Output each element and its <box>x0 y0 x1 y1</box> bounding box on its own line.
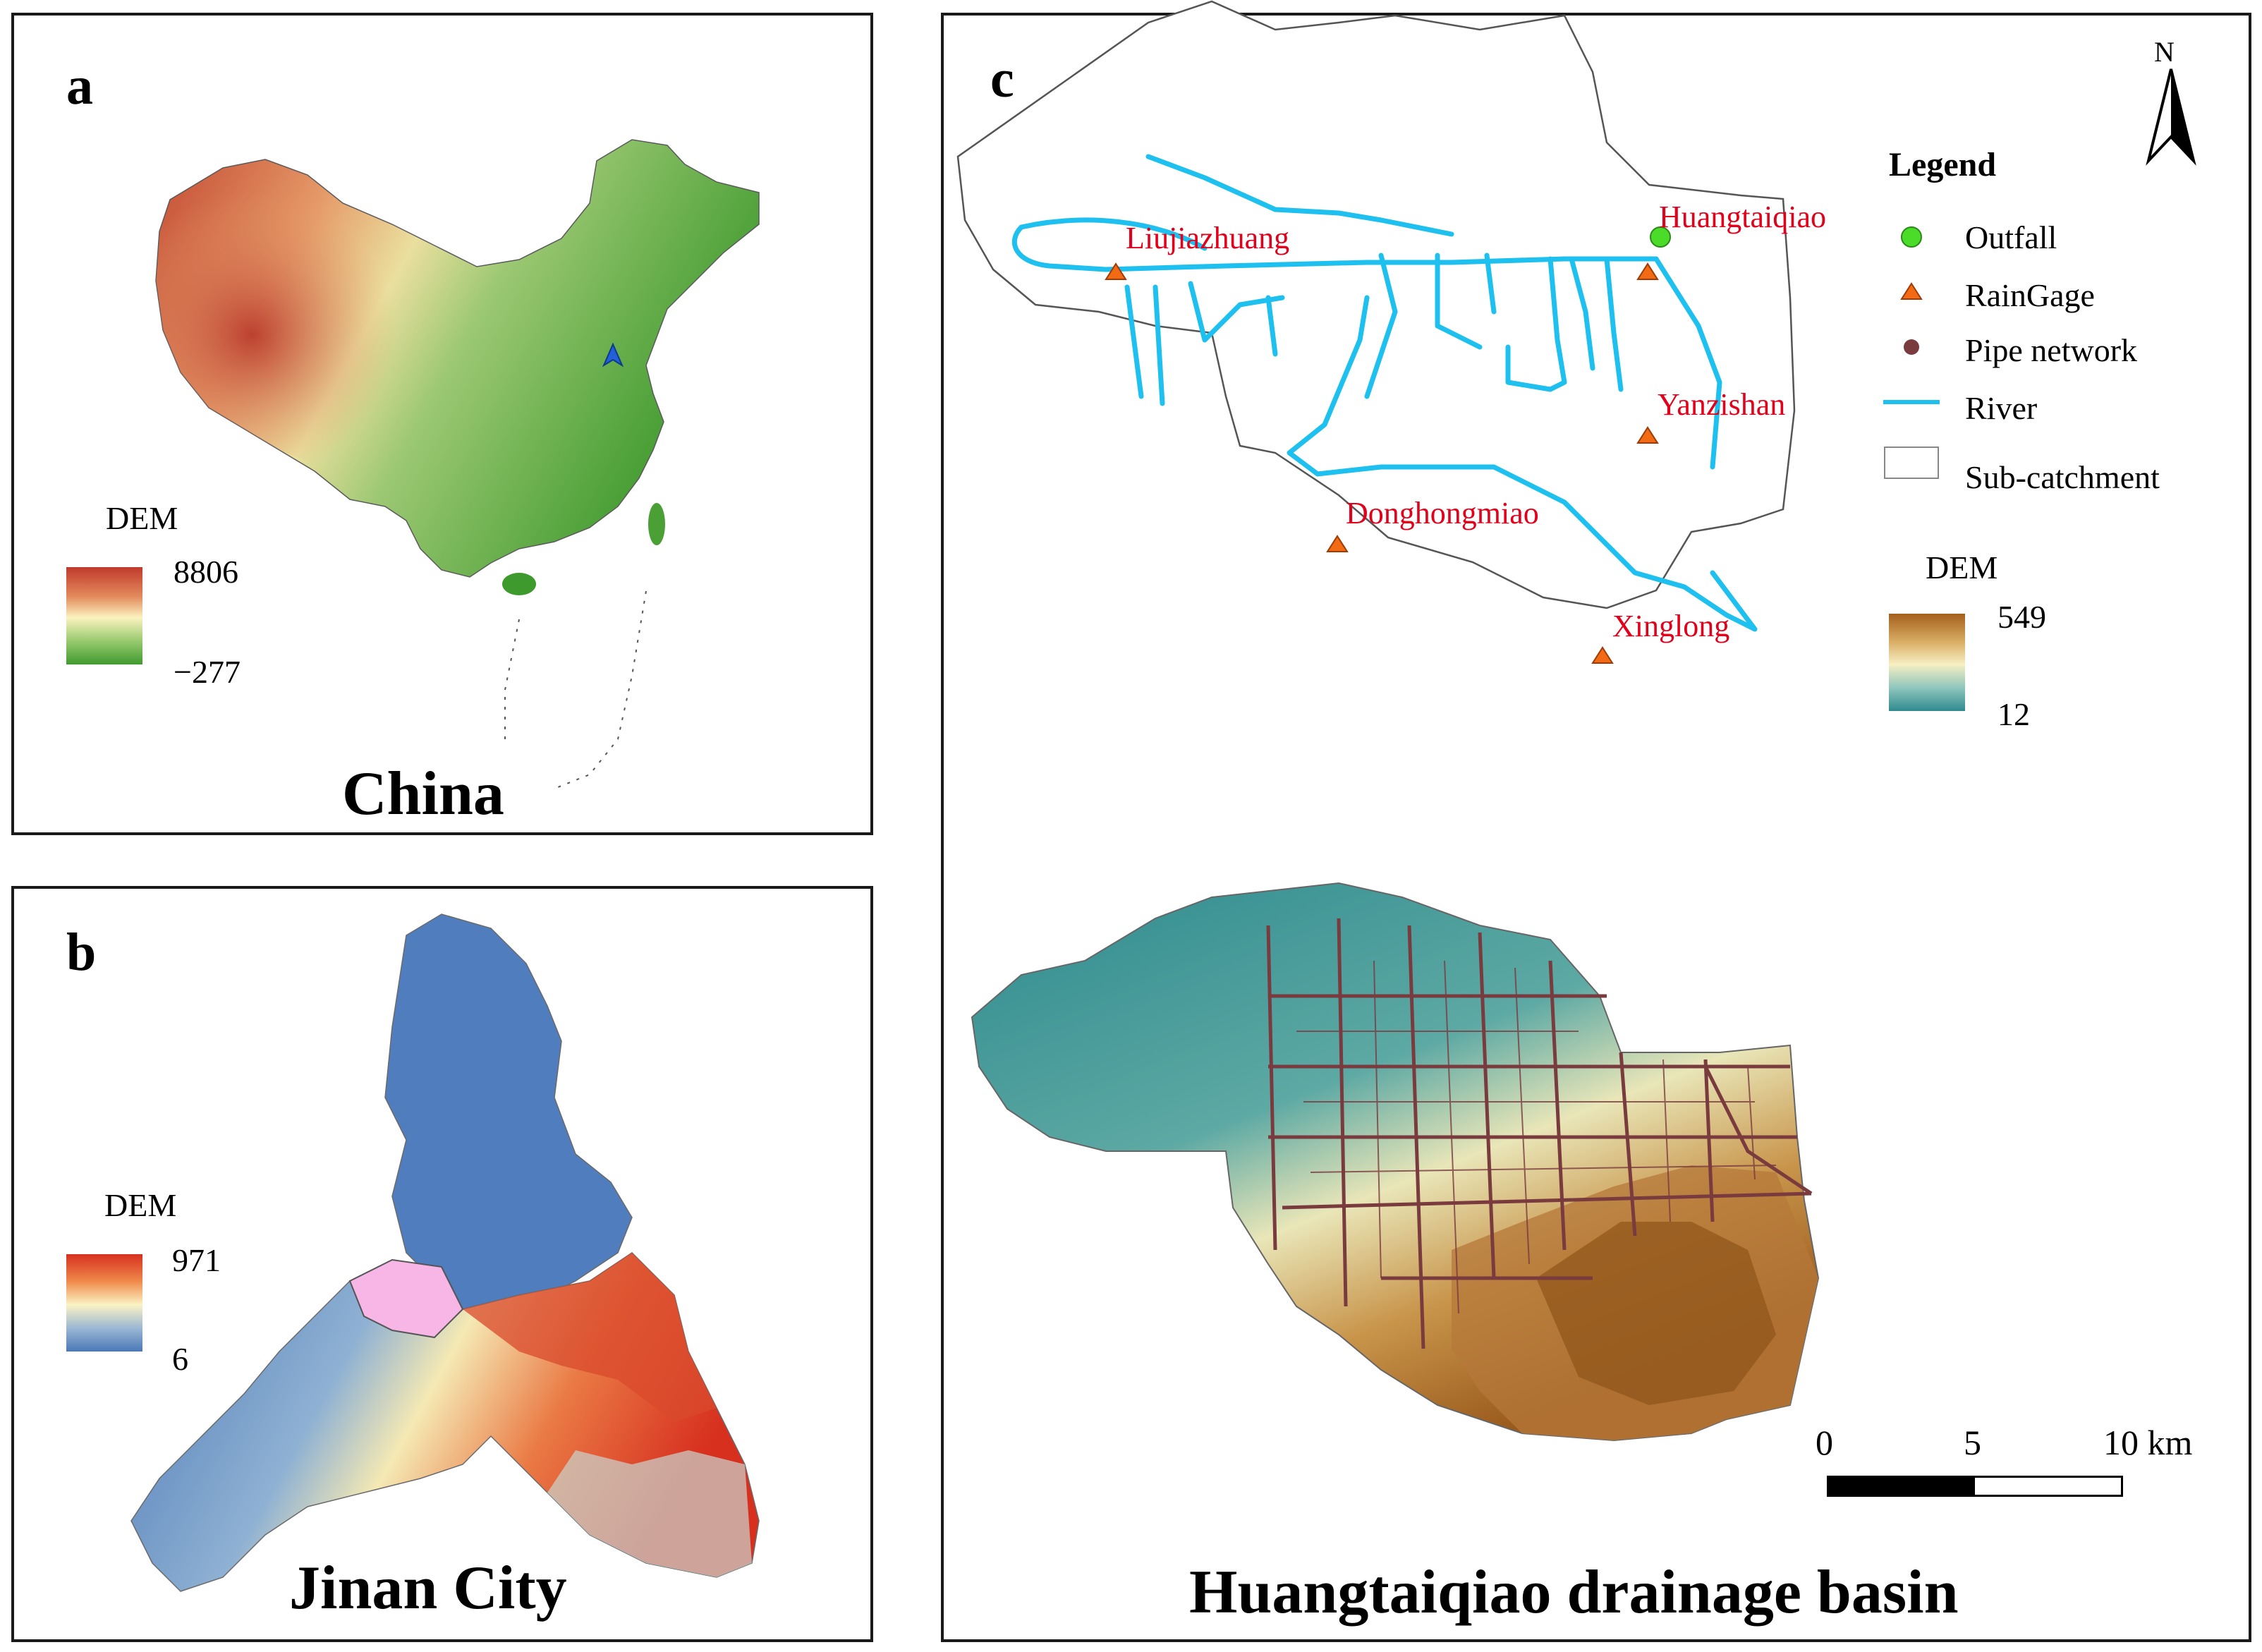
scale-bar <box>1827 1476 2123 1497</box>
legend-outfall-label: Outfall <box>1965 219 2057 255</box>
basin-dem-map <box>971 882 1820 1442</box>
legend-subcatchment-label: Sub-catchment <box>1965 459 2160 495</box>
legend-pipe-label: Pipe network <box>1965 332 2138 368</box>
north-arrow-icon <box>2146 68 2196 166</box>
dem-max-b: 971 <box>172 1242 221 1278</box>
panel-letter-a: a <box>66 56 93 116</box>
legend-outfall-icon <box>1901 226 1922 248</box>
panel-jinan: b DEM 971 6 Jinan City <box>11 886 873 1642</box>
label-huangtaiqiao: Huangtaiqiao <box>1659 200 1826 234</box>
scale-bar-black-segment <box>1829 1478 1975 1495</box>
scale-zero: 0 <box>1816 1423 1833 1462</box>
scale-end: 10 km <box>2103 1423 2193 1462</box>
outfall-huangtaiqiao <box>1650 226 1671 248</box>
legend-symbols <box>1883 226 1940 479</box>
river-network <box>1012 154 1758 632</box>
dem-color-ramp-b <box>66 1254 142 1352</box>
study-area-highlight <box>348 1258 464 1339</box>
dem-min-c: 12 <box>1998 696 2030 732</box>
raingage-donghongmiao <box>1326 535 1349 552</box>
dem-min-b: 6 <box>172 1341 188 1377</box>
dem-color-ramp-c <box>1889 614 1965 711</box>
panel-letter-b: b <box>66 923 97 982</box>
dem-max-c: 549 <box>1998 599 2046 635</box>
raingage-huangtaiqiao <box>1636 262 1659 280</box>
dem-max-a: 8806 <box>174 554 238 590</box>
legend-pipe-icon <box>1904 339 1919 355</box>
panel-huangtaiqiao: c N H <box>941 0 2251 1642</box>
legend-raingage-label: RainGage <box>1965 277 2095 313</box>
panel-china: a DEM 8806 −2 <box>11 13 873 835</box>
jinan-map <box>130 913 760 1592</box>
scale-mid: 5 <box>1964 1423 1981 1462</box>
dem-min-a: −277 <box>174 654 241 690</box>
label-liujiazhuang: Liujiazhuang <box>1126 221 1289 255</box>
label-donghongmiao: Donghongmiao <box>1346 496 1539 530</box>
legend-raingage-icon <box>1900 282 1923 300</box>
china-map <box>155 139 760 789</box>
raingage-liujiazhuang <box>1105 262 1127 280</box>
panel-title-c: Huangtaiqiao drainage basin <box>1189 1558 1959 1627</box>
jinan-location-marker <box>602 342 624 368</box>
dem-legend-title-c: DEM <box>1926 549 1998 585</box>
panel-title-b: Jinan City <box>289 1554 567 1622</box>
legend-river-label: River <box>1965 390 2038 426</box>
dem-color-ramp-a <box>66 567 142 664</box>
dem-legend-title-b: DEM <box>104 1187 177 1223</box>
raingage-yanzishan <box>1636 426 1659 444</box>
label-yanzishan: Yanzishan <box>1658 387 1785 422</box>
hainan-island <box>502 573 536 595</box>
taiwan-island <box>648 503 665 545</box>
legend-title: Legend <box>1889 146 1997 183</box>
dem-legend-title-a: DEM <box>106 500 178 536</box>
jinan-north-region <box>384 913 633 1324</box>
raingage-xinglong <box>1591 646 1614 664</box>
basin-river-map: Huangtaiqiao Liujiazhuang Yanzishan Dong… <box>956 0 1826 664</box>
label-xinglong: Xinglong <box>1612 609 1729 643</box>
legend-subcatchment-icon <box>1884 447 1939 479</box>
subcatchment-boundary <box>956 0 1796 609</box>
panel-title-a: China <box>342 760 504 828</box>
panel-letter-c: c <box>990 49 1014 109</box>
north-label: N <box>2154 36 2175 68</box>
pipe-network <box>1266 918 1813 1349</box>
